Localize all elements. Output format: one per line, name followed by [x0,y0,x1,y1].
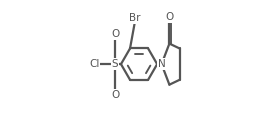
Text: S: S [112,59,118,69]
Text: O: O [165,12,174,22]
Text: N: N [158,59,165,69]
Text: Br: Br [129,13,140,23]
Text: Cl: Cl [89,59,100,69]
Text: O: O [111,29,119,39]
Text: O: O [111,90,119,100]
